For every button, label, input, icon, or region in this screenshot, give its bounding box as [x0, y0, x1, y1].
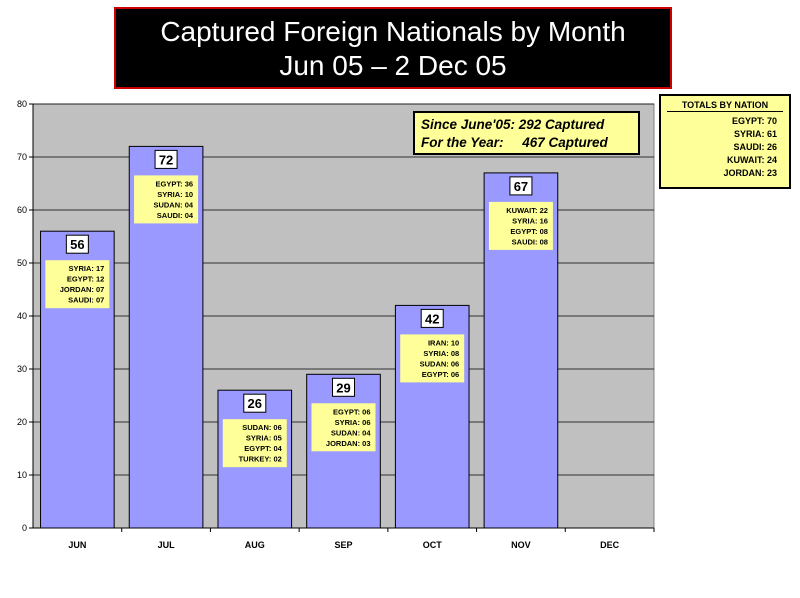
breakdown-label: EGYPT: 06 [422, 370, 460, 379]
value-label-box [332, 377, 355, 397]
breakdown-box [45, 260, 110, 309]
x-tick-label: SEP [334, 540, 352, 550]
breakdown-label: SUDAN: 04 [153, 200, 193, 209]
breakdown-label: SYRIA: 17 [68, 264, 104, 273]
totals-item: SAUDI: 26 [733, 142, 777, 152]
value-label: 56 [70, 237, 84, 252]
x-tick-label: JUN [68, 540, 86, 550]
breakdown-label: SUDAN: 06 [420, 359, 460, 368]
x-tick-label: OCT [423, 540, 443, 550]
chart-title-line2: Jun 05 – 2 Dec 05 [279, 50, 507, 81]
y-tick-label: 60 [17, 205, 27, 215]
value-label: 42 [425, 311, 439, 326]
breakdown-label: IRAN: 10 [428, 338, 459, 347]
y-tick-label: 10 [17, 470, 27, 480]
breakdown-label: SYRIA: 05 [246, 434, 282, 443]
summary-line-since: Since June'05: 292 Captured [421, 117, 605, 132]
totals-heading: TOTALS BY NATION [667, 100, 783, 112]
totals-item: JORDAN: 23 [723, 168, 777, 178]
totals-item: KUWAIT: 24 [726, 155, 777, 165]
x-tick-label: JUL [158, 540, 176, 550]
summary-line-year: For the Year: 467 Captured [421, 135, 608, 150]
breakdown-label: EGYPT: 12 [67, 275, 105, 284]
y-tick-label: 40 [17, 311, 27, 321]
chart-title: Captured Foreign Nationals by Month Jun … [114, 7, 672, 89]
value-label-box [243, 393, 267, 413]
breakdown-label: SYRIA: 06 [335, 418, 371, 427]
summary-box: Since June'05: 292 Captured For the Year… [413, 111, 640, 155]
value-label: 29 [336, 380, 350, 395]
x-tick-label: AUG [245, 540, 265, 550]
value-label-box [154, 149, 178, 169]
value-label-box [420, 308, 444, 328]
breakdown-label: EGYPT: 06 [333, 407, 371, 416]
breakdown-label: SUDAN: 06 [242, 423, 282, 432]
value-label-box [65, 234, 89, 254]
totals-by-nation-box: TOTALS BY NATION EGYPT: 70 SYRIA: 61 SAU… [659, 94, 791, 189]
chart-title-line1: Captured Foreign Nationals by Month [160, 16, 626, 47]
breakdown-label: SYRIA: 10 [157, 190, 193, 199]
value-label: 26 [248, 396, 262, 411]
y-tick-label: 20 [17, 417, 27, 427]
totals-list: EGYPT: 70 SYRIA: 61 SAUDI: 26 KUWAIT: 24… [661, 115, 789, 180]
breakdown-label: EGYPT: 04 [244, 444, 282, 453]
value-label-box [509, 176, 533, 196]
y-tick-label: 30 [17, 364, 27, 374]
breakdown-label: SUDAN: 04 [331, 428, 371, 437]
breakdown-label: JORDAN: 03 [326, 439, 371, 448]
breakdown-box [311, 403, 376, 452]
breakdown-label: EGYPT: 08 [510, 227, 548, 236]
breakdown-label: SAUDI: 07 [68, 296, 104, 305]
breakdown-label: SAUDI: 08 [512, 237, 548, 246]
value-label: 67 [514, 179, 528, 194]
breakdown-label: EGYPT: 36 [156, 179, 194, 188]
breakdown-label: JORDAN: 07 [60, 285, 105, 294]
breakdown-box [400, 334, 465, 383]
breakdown-box [222, 419, 287, 468]
breakdown-box [134, 175, 199, 224]
breakdown-box [488, 201, 553, 250]
breakdown-label: TURKEY: 02 [239, 455, 282, 464]
y-tick-label: 50 [17, 258, 27, 268]
x-tick-label: NOV [511, 540, 531, 550]
totals-item: SYRIA: 61 [733, 129, 777, 139]
breakdown-label: SYRIA: 16 [512, 216, 548, 225]
breakdown-label: KUWAIT: 22 [506, 206, 548, 215]
breakdown-label: SAUDI: 04 [157, 211, 194, 220]
totals-item: EGYPT: 70 [731, 116, 777, 126]
y-tick-label: 0 [22, 523, 27, 533]
x-tick-label: DEC [600, 540, 620, 550]
y-tick-label: 80 [17, 99, 27, 109]
y-tick-label: 70 [17, 152, 27, 162]
breakdown-label: SYRIA: 08 [423, 349, 459, 358]
value-label: 72 [159, 152, 173, 167]
